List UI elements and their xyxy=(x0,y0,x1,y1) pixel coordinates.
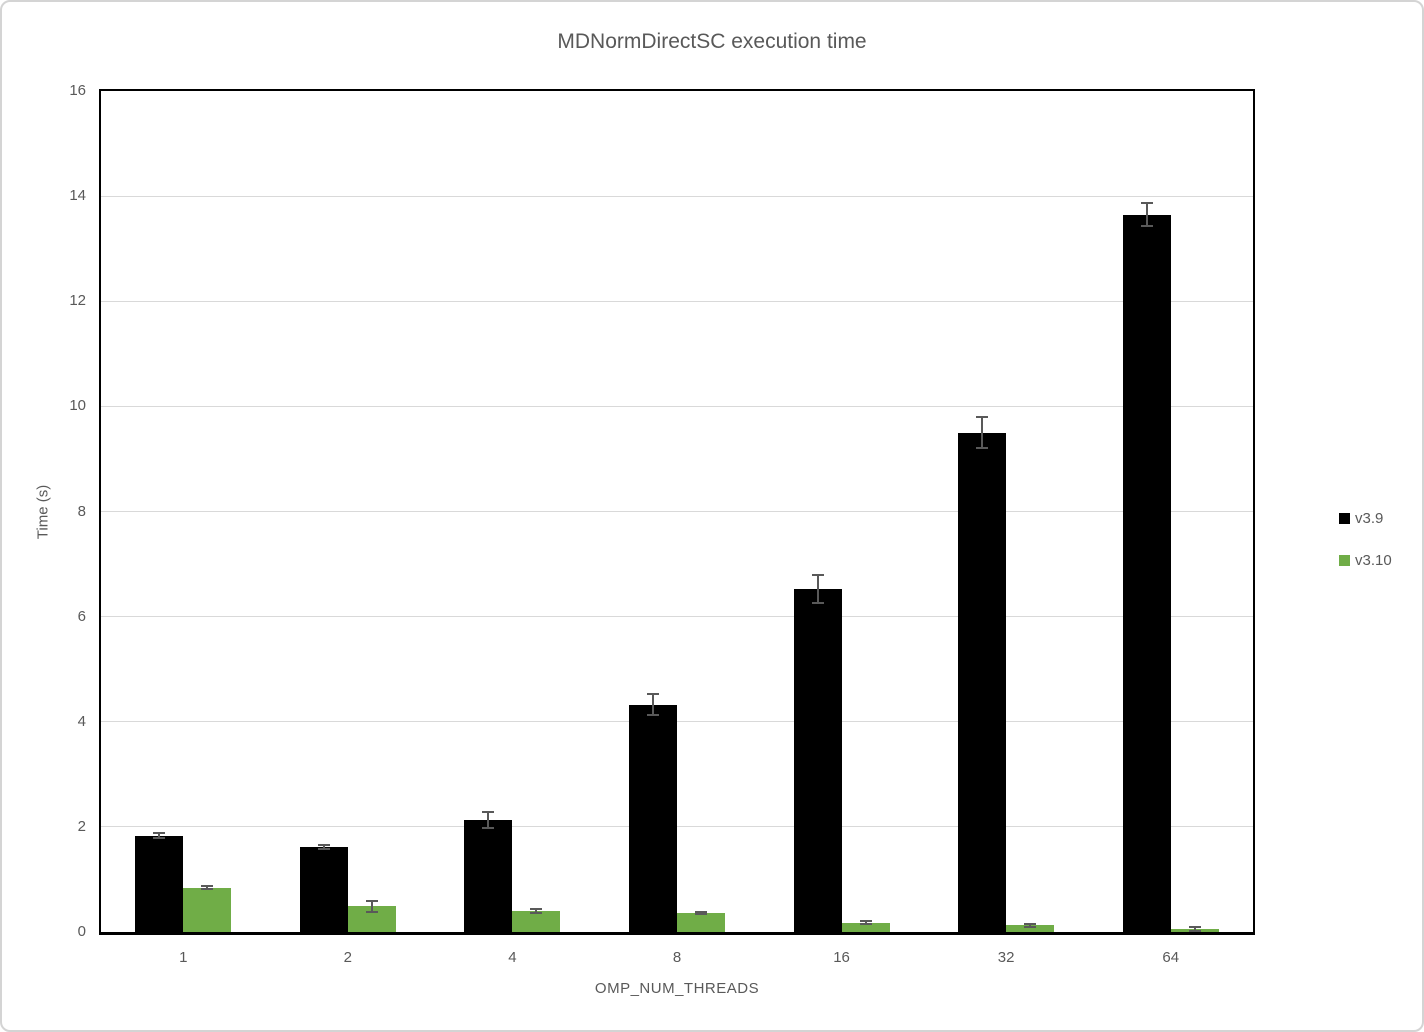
error-cap-top-v3.10-threads-32 xyxy=(1024,922,1037,925)
y-tick-label-10: 10 xyxy=(69,397,86,415)
y-tick-label-2: 2 xyxy=(77,817,86,835)
bar-v3.10-threads-1 xyxy=(183,887,232,932)
error-bar-v3.9-threads-64 xyxy=(1145,202,1148,227)
y-tick-label-6: 6 xyxy=(77,607,86,625)
error-cap-top-v3.10-threads-8 xyxy=(695,911,707,914)
error-bar-v3.10-threads-64 xyxy=(1193,926,1196,931)
error-cap-bottom-v3.10-threads-1 xyxy=(201,888,214,891)
x-tick-label-1: 1 xyxy=(179,949,188,966)
bar-v3.9-threads-8 xyxy=(629,704,677,932)
y-tick-label-16: 16 xyxy=(69,82,86,99)
y-tick-label-12: 12 xyxy=(69,292,86,310)
error-cap-bottom-v3.10-threads-2 xyxy=(365,910,378,913)
error-cap-bottom-v3.9-threads-1 xyxy=(153,837,166,840)
x-axis-title: OMP_NUM_THREADS xyxy=(594,980,760,997)
error-bar-v3.9-threads-16 xyxy=(816,574,819,603)
y-tick-label-4: 4 xyxy=(77,712,86,730)
gridline-y-8 xyxy=(101,511,1253,512)
bar-v3.10-threads-8 xyxy=(677,913,725,932)
error-cap-top-v3.10-threads-2 xyxy=(365,899,378,902)
error-bar-v3.10-threads-8 xyxy=(700,912,702,915)
legend-item-v3-10: v3.10 xyxy=(1339,553,1392,568)
bar-v3.9-threads-2 xyxy=(299,846,348,932)
error-bar-v3.9-threads-1 xyxy=(158,833,161,839)
gridline-y-12 xyxy=(101,300,1253,302)
bar-v3.9-threads-16 xyxy=(793,588,842,932)
legend: v3.9 v3.10 xyxy=(1339,511,1392,595)
error-cap-top-v3.9-threads-1 xyxy=(153,832,166,835)
x-tick-label-64: 64 xyxy=(1162,949,1180,966)
error-cap-top-v3.9-threads-32 xyxy=(976,415,989,418)
y-tick-label-0: 0 xyxy=(77,923,86,940)
x-tick-label-16: 16 xyxy=(833,949,850,966)
bar-v3.9-threads-32 xyxy=(958,432,1007,932)
error-cap-top-v3.10-threads-4 xyxy=(530,907,543,910)
y-tick-label-14: 14 xyxy=(69,187,86,205)
x-tick-label-32: 32 xyxy=(997,949,1015,966)
gridline-y-4 xyxy=(101,721,1253,723)
error-cap-top-v3.9-threads-16 xyxy=(811,573,824,576)
bar-v3.9-threads-64 xyxy=(1122,214,1171,932)
error-cap-top-v3.9-threads-2 xyxy=(317,843,330,846)
x-tick-label-8: 8 xyxy=(672,949,682,966)
legend-label-v3-10: v3.10 xyxy=(1355,552,1392,569)
error-cap-bottom-v3.10-threads-16 xyxy=(859,923,872,926)
error-bar-v3.9-threads-4 xyxy=(487,811,490,829)
gridline-y-2 xyxy=(101,826,1253,828)
legend-swatch-v3-9 xyxy=(1339,513,1350,524)
error-bar-v3.10-threads-4 xyxy=(535,908,538,914)
error-bar-v3.10-threads-1 xyxy=(206,886,209,890)
error-bar-v3.9-threads-32 xyxy=(981,416,984,449)
error-cap-top-v3.9-threads-8 xyxy=(647,693,659,696)
error-cap-bottom-v3.9-threads-16 xyxy=(811,601,824,604)
chart-title: MDNormDirectSC execution time xyxy=(557,30,867,53)
error-cap-bottom-v3.9-threads-2 xyxy=(317,847,330,850)
x-tick-label-2: 2 xyxy=(343,949,353,966)
gridline-y-6 xyxy=(101,616,1253,618)
error-cap-top-v3.10-threads-64 xyxy=(1188,925,1201,928)
bar-v3.9-threads-4 xyxy=(464,820,513,932)
error-bar-v3.9-threads-8 xyxy=(652,694,654,716)
error-cap-bottom-v3.9-threads-64 xyxy=(1140,225,1153,228)
bar-v3.10-threads-4 xyxy=(512,910,561,932)
error-cap-top-v3.10-threads-16 xyxy=(859,919,872,922)
error-cap-top-v3.10-threads-1 xyxy=(201,885,214,888)
x-tick-label-4: 4 xyxy=(508,949,517,966)
plot-area xyxy=(99,89,1255,935)
error-cap-bottom-v3.9-threads-4 xyxy=(482,827,495,830)
gridline-y-14 xyxy=(101,195,1253,197)
error-bar-v3.10-threads-32 xyxy=(1029,923,1032,927)
error-bar-v3.10-threads-2 xyxy=(370,900,373,912)
error-cap-bottom-v3.10-threads-32 xyxy=(1024,925,1037,928)
error-cap-bottom-v3.10-threads-64 xyxy=(1188,929,1201,932)
y-tick-label-8: 8 xyxy=(77,502,86,520)
legend-swatch-v3-10 xyxy=(1339,555,1350,566)
bar-v3.10-threads-16 xyxy=(841,922,890,932)
gridline-y-10 xyxy=(101,405,1253,407)
legend-label-v3-9: v3.9 xyxy=(1355,510,1384,527)
error-cap-bottom-v3.10-threads-4 xyxy=(530,912,543,915)
error-cap-top-v3.9-threads-64 xyxy=(1140,201,1153,204)
legend-item-v3-9: v3.9 xyxy=(1339,511,1392,526)
error-cap-top-v3.9-threads-4 xyxy=(482,810,495,813)
error-cap-bottom-v3.9-threads-8 xyxy=(647,714,659,717)
plot-canvas xyxy=(101,91,1253,932)
error-cap-bottom-v3.10-threads-8 xyxy=(695,913,707,916)
bar-v3.9-threads-1 xyxy=(135,835,184,932)
error-bar-v3.10-threads-16 xyxy=(864,920,867,925)
bar-v3.10-threads-32 xyxy=(1006,925,1055,932)
error-bar-v3.9-threads-2 xyxy=(322,844,325,849)
error-cap-bottom-v3.9-threads-32 xyxy=(976,447,989,450)
